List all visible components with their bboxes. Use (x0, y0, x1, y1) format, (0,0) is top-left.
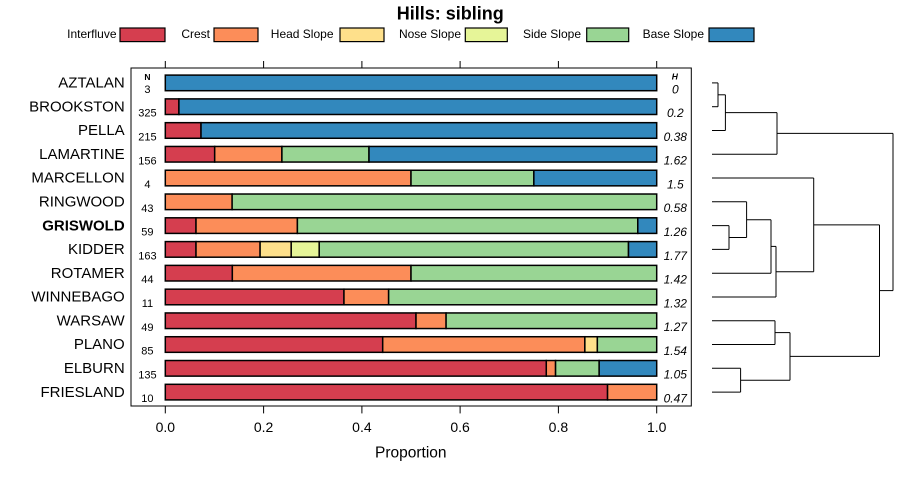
svg-text:1.42: 1.42 (664, 273, 688, 287)
svg-text:PELLA: PELLA (78, 122, 125, 139)
svg-text:1.05: 1.05 (664, 368, 688, 382)
svg-text:11: 11 (142, 298, 153, 310)
svg-text:LAMARTINE: LAMARTINE (39, 146, 125, 163)
svg-text:4: 4 (144, 179, 150, 191)
svg-text:44: 44 (141, 274, 153, 286)
svg-text:Crest: Crest (181, 27, 210, 41)
svg-text:BROOKSTON: BROOKSTON (29, 98, 125, 115)
svg-text:H: H (672, 72, 679, 82)
svg-text:0.38: 0.38 (664, 130, 688, 144)
svg-text:0.6: 0.6 (450, 419, 470, 435)
svg-text:1.77: 1.77 (664, 249, 689, 263)
svg-text:1.32: 1.32 (664, 296, 688, 310)
svg-text:AZTALAN: AZTALAN (58, 75, 124, 92)
svg-text:KIDDER: KIDDER (68, 241, 125, 258)
svg-text:FRIESLAND: FRIESLAND (41, 384, 125, 401)
svg-text:325: 325 (138, 108, 156, 120)
svg-text:0.2: 0.2 (667, 106, 684, 120)
svg-text:0: 0 (672, 82, 679, 96)
svg-text:1.0: 1.0 (647, 419, 667, 435)
svg-text:0.0: 0.0 (156, 419, 176, 435)
svg-text:59: 59 (141, 227, 153, 239)
svg-text:10: 10 (141, 393, 153, 405)
svg-text:135: 135 (138, 369, 156, 381)
svg-text:GRISWOLD: GRISWOLD (42, 217, 125, 234)
svg-text:0.2: 0.2 (254, 419, 274, 435)
svg-text:1.26: 1.26 (664, 225, 688, 239)
svg-text:ELBURN: ELBURN (64, 360, 125, 377)
svg-text:0.58: 0.58 (664, 201, 688, 215)
svg-text:ROTAMER: ROTAMER (51, 265, 125, 282)
svg-text:0.8: 0.8 (549, 419, 569, 435)
svg-text:RINGWOOD: RINGWOOD (39, 194, 125, 211)
svg-text:1.5: 1.5 (667, 177, 684, 191)
svg-text:PLANO: PLANO (74, 336, 125, 353)
svg-text:Nose Slope: Nose Slope (399, 27, 461, 41)
svg-text:156: 156 (138, 155, 156, 167)
svg-text:Interfluve: Interfluve (67, 27, 117, 41)
svg-text:WINNEBAGO: WINNEBAGO (31, 289, 124, 306)
svg-text:Side Slope: Side Slope (523, 27, 581, 41)
svg-text:1.62: 1.62 (664, 154, 688, 168)
svg-text:MARCELLON: MARCELLON (31, 170, 124, 187)
svg-text:WARSAW: WARSAW (57, 312, 126, 329)
svg-text:1.27: 1.27 (664, 320, 689, 334)
svg-text:0.47: 0.47 (664, 392, 689, 406)
svg-text:1.54: 1.54 (664, 344, 688, 358)
svg-text:Head Slope: Head Slope (271, 27, 334, 41)
svg-text:Proportion: Proportion (375, 445, 447, 462)
svg-text:163: 163 (138, 250, 156, 262)
svg-text:N: N (144, 72, 150, 82)
svg-text:85: 85 (141, 346, 153, 358)
svg-text:215: 215 (138, 132, 156, 144)
svg-text:Hills: sibling: Hills: sibling (397, 4, 504, 24)
svg-text:49: 49 (141, 322, 153, 334)
svg-text:43: 43 (141, 203, 153, 215)
svg-text:Base Slope: Base Slope (643, 27, 705, 41)
svg-text:3: 3 (144, 84, 150, 96)
svg-text:0.4: 0.4 (352, 419, 372, 435)
